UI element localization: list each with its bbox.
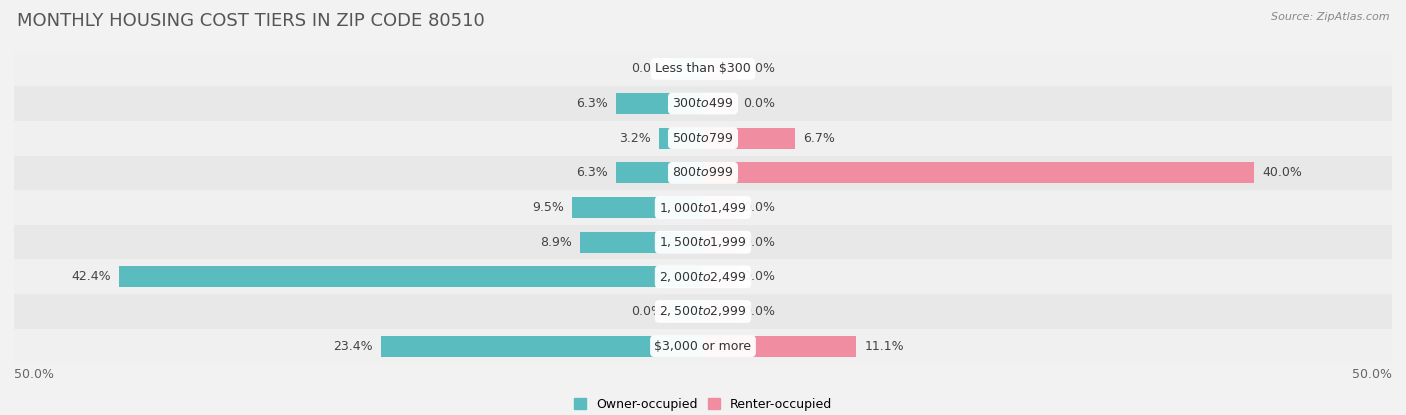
Text: 23.4%: 23.4%	[333, 339, 373, 353]
Text: 0.0%: 0.0%	[742, 305, 775, 318]
Text: MONTHLY HOUSING COST TIERS IN ZIP CODE 80510: MONTHLY HOUSING COST TIERS IN ZIP CODE 8…	[17, 12, 485, 30]
Text: 0.0%: 0.0%	[742, 62, 775, 76]
Text: 8.9%: 8.9%	[540, 236, 572, 249]
Bar	[703, 197, 738, 218]
Bar	[659, 128, 703, 149]
Text: 11.1%: 11.1%	[865, 339, 904, 353]
Bar	[616, 162, 703, 183]
Text: $500 to $799: $500 to $799	[672, 132, 734, 145]
Text: 9.5%: 9.5%	[531, 201, 564, 214]
Bar	[14, 294, 1392, 329]
Text: 6.3%: 6.3%	[576, 166, 607, 179]
Text: 50.0%: 50.0%	[1353, 368, 1392, 381]
Text: 40.0%: 40.0%	[1263, 166, 1302, 179]
Legend: Owner-occupied, Renter-occupied: Owner-occupied, Renter-occupied	[568, 393, 838, 415]
Bar	[14, 156, 1392, 190]
Text: Source: ZipAtlas.com: Source: ZipAtlas.com	[1271, 12, 1389, 22]
Text: $1,000 to $1,499: $1,000 to $1,499	[659, 200, 747, 215]
Text: 0.0%: 0.0%	[742, 270, 775, 283]
Bar	[14, 121, 1392, 156]
Bar	[703, 266, 738, 287]
Text: $300 to $499: $300 to $499	[672, 97, 734, 110]
Bar	[703, 232, 738, 253]
Bar	[14, 86, 1392, 121]
Text: $2,000 to $2,499: $2,000 to $2,499	[659, 270, 747, 284]
Text: 42.4%: 42.4%	[70, 270, 111, 283]
Bar	[381, 336, 703, 356]
Bar	[14, 259, 1392, 294]
Text: 6.3%: 6.3%	[576, 97, 607, 110]
Text: 3.2%: 3.2%	[619, 132, 651, 145]
Bar	[572, 197, 703, 218]
Text: 50.0%: 50.0%	[14, 368, 53, 381]
Bar	[14, 51, 1392, 86]
Bar	[703, 59, 738, 79]
Text: $800 to $999: $800 to $999	[672, 166, 734, 179]
Text: 0.0%: 0.0%	[631, 305, 664, 318]
Bar	[703, 301, 738, 322]
Text: $2,500 to $2,999: $2,500 to $2,999	[659, 305, 747, 318]
Text: 6.7%: 6.7%	[804, 132, 835, 145]
Bar	[669, 59, 703, 79]
Bar	[581, 232, 703, 253]
Bar	[14, 190, 1392, 225]
Text: 0.0%: 0.0%	[742, 97, 775, 110]
Text: 0.0%: 0.0%	[742, 236, 775, 249]
Bar	[118, 266, 703, 287]
Bar	[669, 301, 703, 322]
Bar	[703, 162, 1254, 183]
Bar	[616, 93, 703, 114]
Bar	[703, 93, 738, 114]
Text: Less than $300: Less than $300	[655, 62, 751, 76]
Text: $1,500 to $1,999: $1,500 to $1,999	[659, 235, 747, 249]
Text: 0.0%: 0.0%	[631, 62, 664, 76]
Text: 0.0%: 0.0%	[742, 201, 775, 214]
Bar	[14, 329, 1392, 364]
Bar	[703, 128, 796, 149]
Bar	[703, 336, 856, 356]
Text: $3,000 or more: $3,000 or more	[655, 339, 751, 353]
Bar	[14, 225, 1392, 259]
